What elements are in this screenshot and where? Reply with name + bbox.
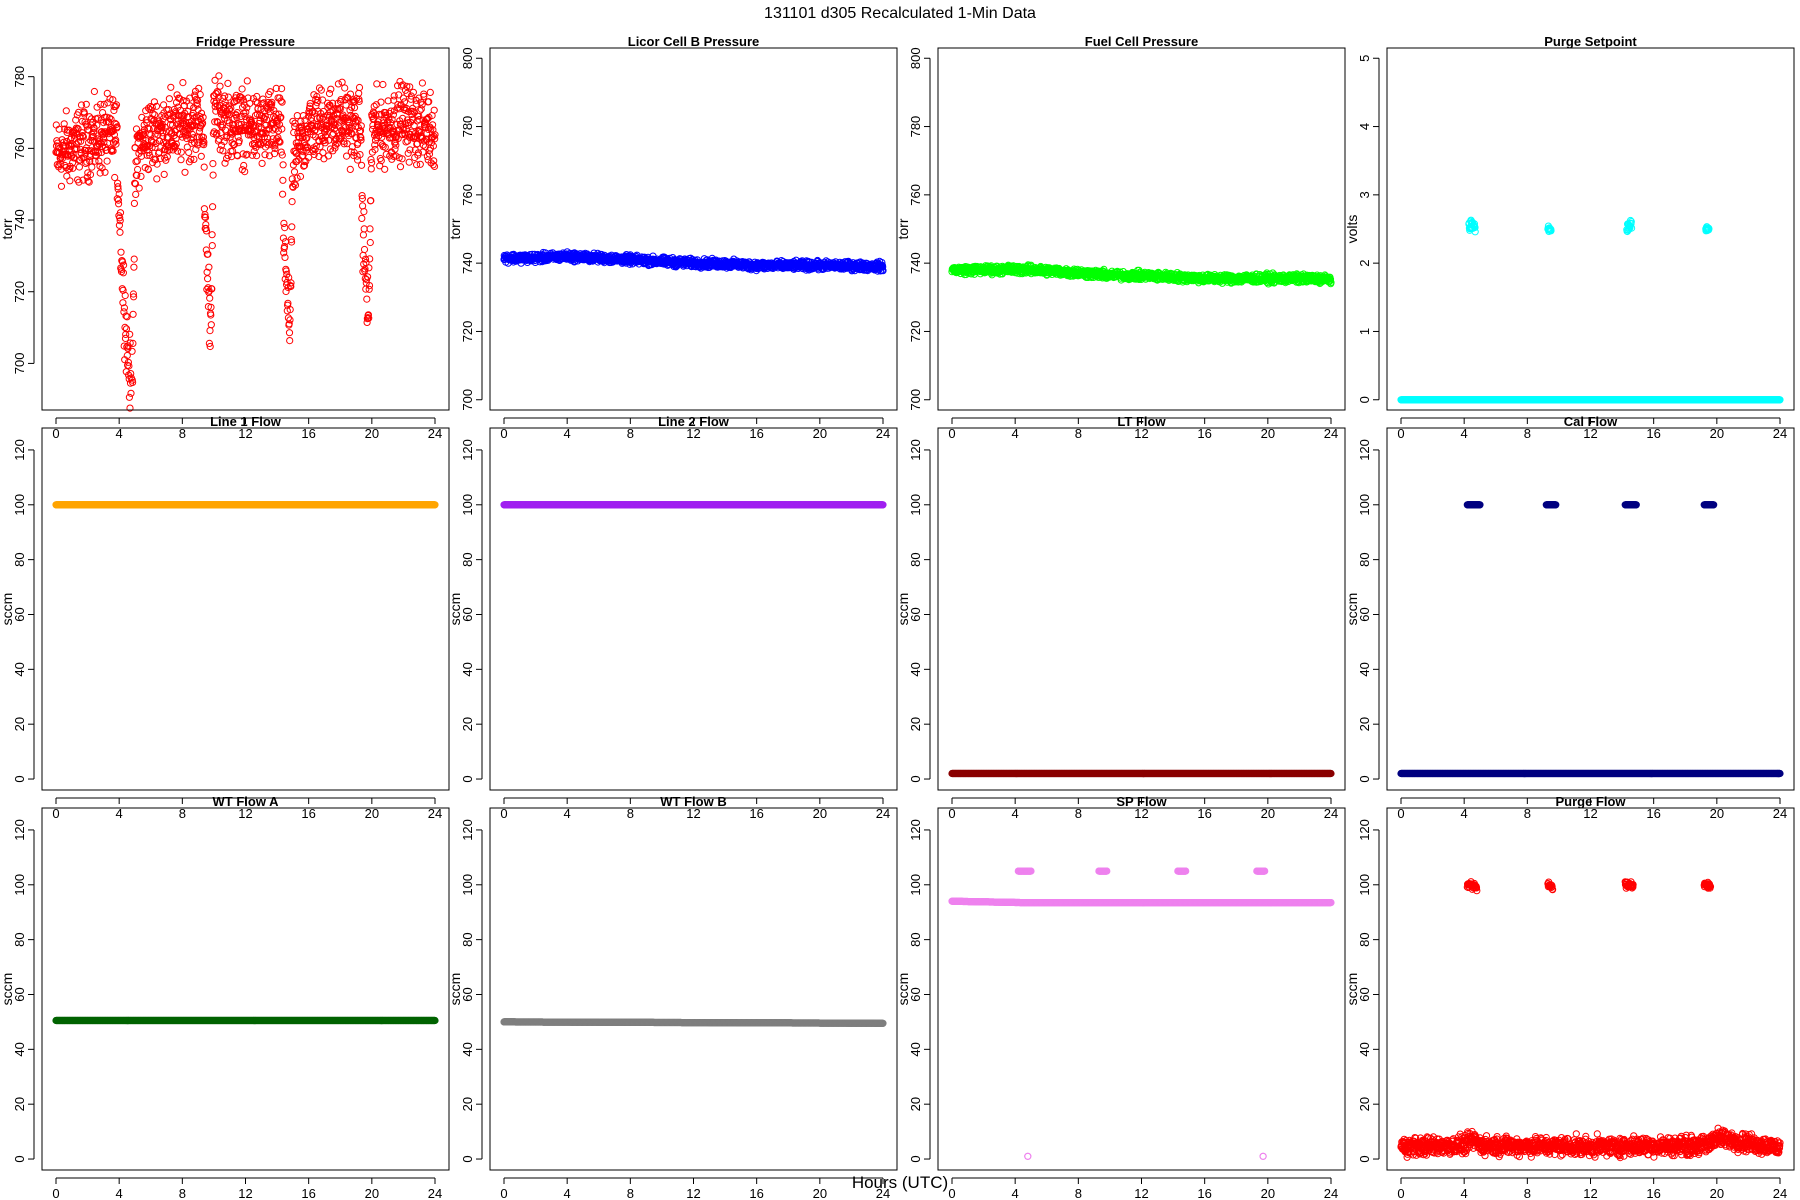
y-tick-label: 760 <box>12 138 27 160</box>
y-tick-label: 700 <box>12 353 27 375</box>
y-tick-label: 700 <box>908 389 923 411</box>
y-tick-label: 720 <box>12 281 27 303</box>
y-tick-label: 740 <box>908 252 923 274</box>
y-tick-label: 800 <box>460 47 475 69</box>
y-tick-label: 700 <box>460 389 475 411</box>
y-axis-label: torr <box>0 218 15 239</box>
figure-x-axis-label: Hours (UTC) <box>852 1173 948 1192</box>
panel-title: Licor Cell B Pressure <box>628 34 760 49</box>
y-tick-label: 760 <box>460 184 475 206</box>
figure-title: 131101 d305 Recalculated 1-Min Data <box>764 5 1036 22</box>
y-tick-label: 720 <box>908 321 923 343</box>
panel-title: Fridge Pressure <box>196 34 295 49</box>
y-tick-label: 720 <box>460 321 475 343</box>
y-tick-label: 780 <box>908 116 923 138</box>
y-axis-label: torr <box>447 218 463 239</box>
y-tick-label: 780 <box>12 66 27 88</box>
panel-title: Fuel Cell Pressure <box>1085 34 1198 49</box>
y-tick-label: 760 <box>908 184 923 206</box>
y-tick-label: 780 <box>460 116 475 138</box>
y-tick-label: 740 <box>460 252 475 274</box>
y-axis-label: torr <box>895 218 911 239</box>
y-tick-label: 800 <box>908 47 923 69</box>
